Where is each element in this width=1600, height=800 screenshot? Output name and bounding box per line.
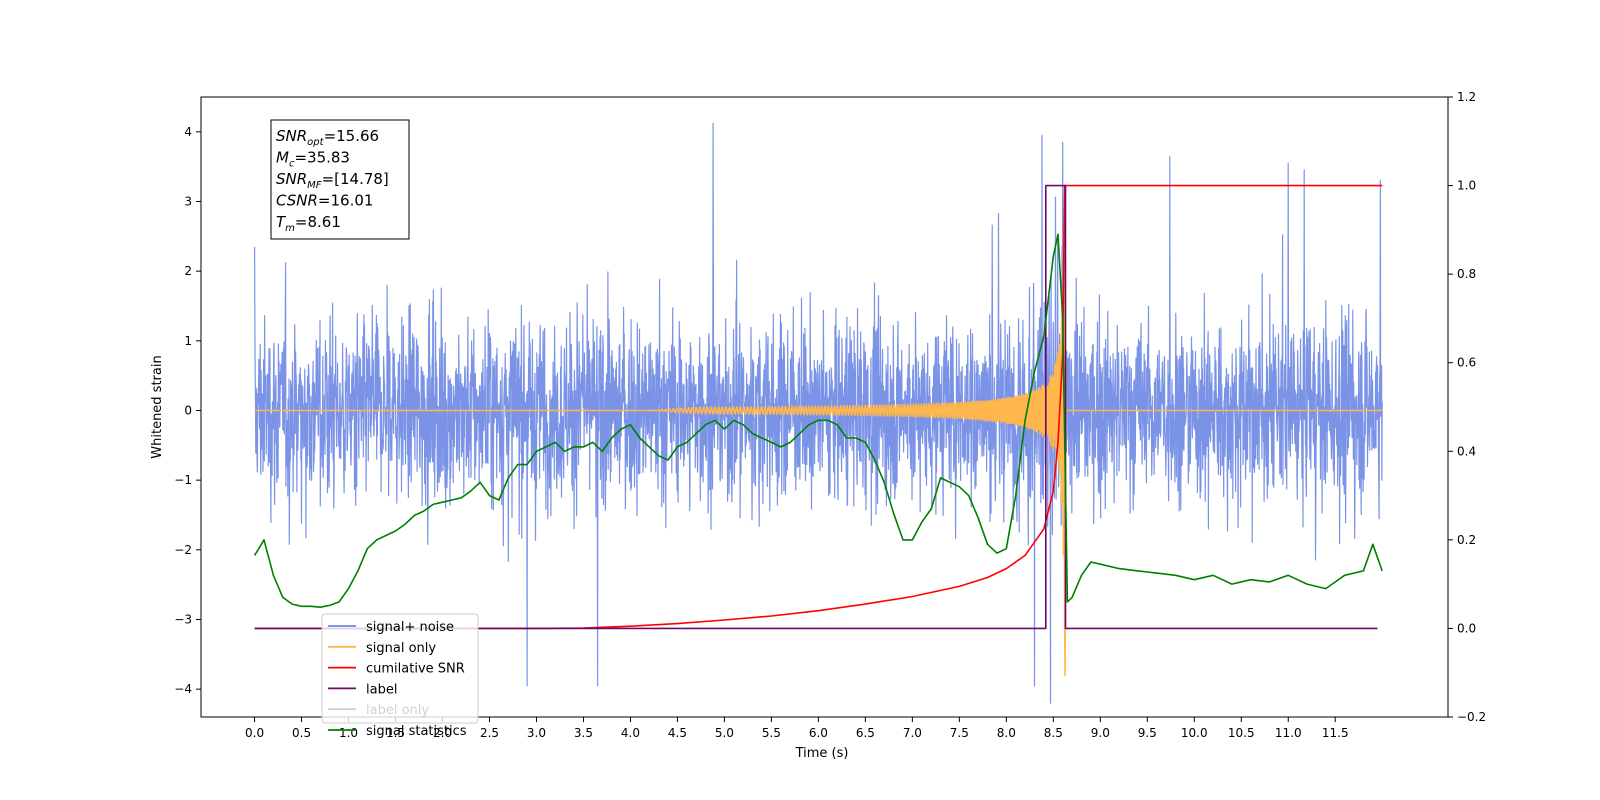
x-tick-label: 1.5 <box>386 726 405 740</box>
x-tick-label: 3.5 <box>574 726 593 740</box>
legend-label: signal statistics <box>366 724 467 739</box>
y-left-tick-label: 3 <box>184 194 192 208</box>
legend-label: cumilative SNR <box>366 662 465 677</box>
x-tick-label: 9.5 <box>1138 726 1157 740</box>
y-axis-left: −4 −3 −2 −1 0 1 2 3 4 <box>174 125 201 696</box>
y-left-tick-label: 4 <box>184 125 192 139</box>
info-box-line: SNRMF=[14.78] <box>276 170 389 191</box>
legend-item: signal+ noise <box>328 620 454 635</box>
legend-item: cumilative SNR <box>328 662 465 677</box>
legend-frame <box>321 613 479 724</box>
legend-item: label only <box>328 703 429 718</box>
legend-item: signal only <box>328 641 436 656</box>
info-box-line: CSNR=16.01 <box>276 192 373 210</box>
x-tick-label: 5.5 <box>762 726 781 740</box>
legend: signal+ noise signal only cumilative SNR la… <box>321 613 479 739</box>
x-tick-label: 11.5 <box>1322 726 1349 740</box>
y-left-tick-label: −1 <box>174 473 192 487</box>
x-tick-label: 7.5 <box>950 726 969 740</box>
y-left-tick-label: −3 <box>174 612 192 626</box>
y-right-tick-label: 0.6 <box>1457 356 1476 370</box>
y-left-tick-label: −4 <box>174 682 192 696</box>
x-tick-label: 7.0 <box>903 726 922 740</box>
legend-label: signal+ noise <box>366 620 454 635</box>
series-label <box>254 184 1378 630</box>
series-layer <box>253 122 1383 704</box>
x-tick-label: 2.0 <box>433 726 452 740</box>
x-tick-label: 5.0 <box>715 726 734 740</box>
y-left-tick-label: 2 <box>184 264 192 278</box>
y-right-tick-label: 1.2 <box>1457 90 1476 104</box>
info-box-line: SNRopt=15.66 <box>276 127 379 148</box>
plot-frame <box>200 96 1449 718</box>
x-axis-label: Time (s) <box>795 746 849 761</box>
y-right-tick-label: 0.2 <box>1457 533 1476 547</box>
x-tick-label: 8.0 <box>997 726 1016 740</box>
y-left-tick-label: 1 <box>184 334 192 348</box>
info-box-line: Mc=35.83 <box>276 149 350 170</box>
y-right-tick-label: −0.2 <box>1457 710 1486 724</box>
y-right-tick-label: 0.0 <box>1457 621 1476 635</box>
legend-label: label only <box>366 703 429 718</box>
series-signal-only <box>254 236 1383 676</box>
series-signal-noise <box>254 122 1383 704</box>
legend-label: label <box>366 682 397 697</box>
x-tick-label: 4.5 <box>668 726 687 740</box>
legend-item: label <box>328 682 397 697</box>
y-right-tick-label: 0.8 <box>1457 267 1476 281</box>
y-left-tick-label: 0 <box>184 403 192 417</box>
x-tick-label: 3.0 <box>527 726 546 740</box>
y-right-tick-label: 0.4 <box>1457 444 1476 458</box>
info-box: SNRopt=15.66Mc=35.83SNRMF=[14.78]CSNR=16… <box>270 119 410 240</box>
x-tick-label: 6.5 <box>856 726 875 740</box>
series-cumilative-snr <box>254 184 1383 630</box>
x-tick-label: 1.0 <box>339 726 358 740</box>
y-left-tick-label: −2 <box>174 543 192 557</box>
legend-item: signal statistics <box>328 724 467 739</box>
series-signal-statistics <box>253 233 1383 608</box>
x-tick-label: 8.5 <box>1044 726 1063 740</box>
x-tick-label: 9.0 <box>1091 726 1110 740</box>
y-axis-label: Whitened strain <box>150 355 165 458</box>
x-tick-label: 0.5 <box>292 726 311 740</box>
x-tick-label: 11.0 <box>1275 726 1302 740</box>
x-tick-label: 10.5 <box>1228 726 1255 740</box>
x-tick-label: 10.0 <box>1181 726 1208 740</box>
info-box-frame <box>270 119 410 240</box>
x-tick-label: 2.5 <box>480 726 499 740</box>
x-axis: 0.0 0.5 1.0 1.5 2.0 2.5 3.0 3.5 4.0 4.5 5.0 5.5 6.0 6… <box>245 717 1349 740</box>
y-axis-right: −0.2 0.0 0.2 0.4 0.6 0.8 1.0 1.2 <box>1448 90 1486 724</box>
y-right-tick-label: 1.0 <box>1457 179 1476 193</box>
x-tick-label: 4.0 <box>621 726 640 740</box>
legend-label: signal only <box>366 641 436 656</box>
x-tick-label: 6.0 <box>809 726 828 740</box>
info-box-line: Tm=8.61 <box>276 213 341 234</box>
x-tick-label: 0.0 <box>245 726 264 740</box>
